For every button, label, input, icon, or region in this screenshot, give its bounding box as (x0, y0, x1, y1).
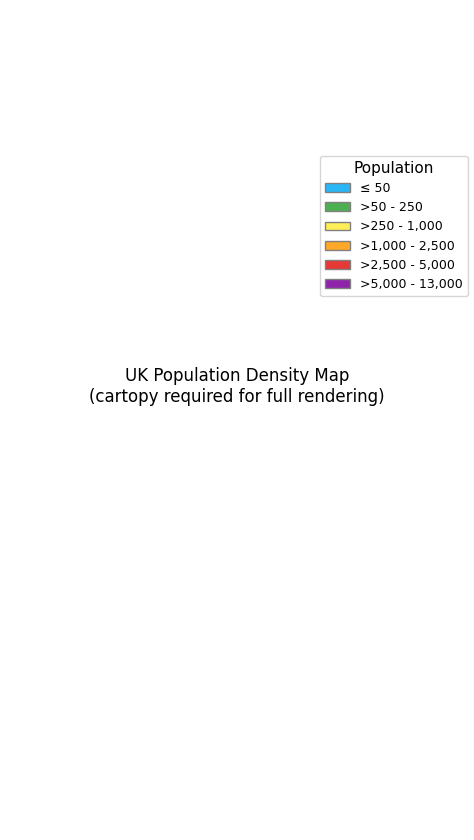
Text: UK Population Density Map
(cartopy required for full rendering): UK Population Density Map (cartopy requi… (89, 367, 385, 406)
Legend: ≤ 50, >50 - 250, >250 - 1,000, >1,000 - 2,500, >2,500 - 5,000, >5,000 - 13,000: ≤ 50, >50 - 250, >250 - 1,000, >1,000 - … (320, 155, 468, 297)
